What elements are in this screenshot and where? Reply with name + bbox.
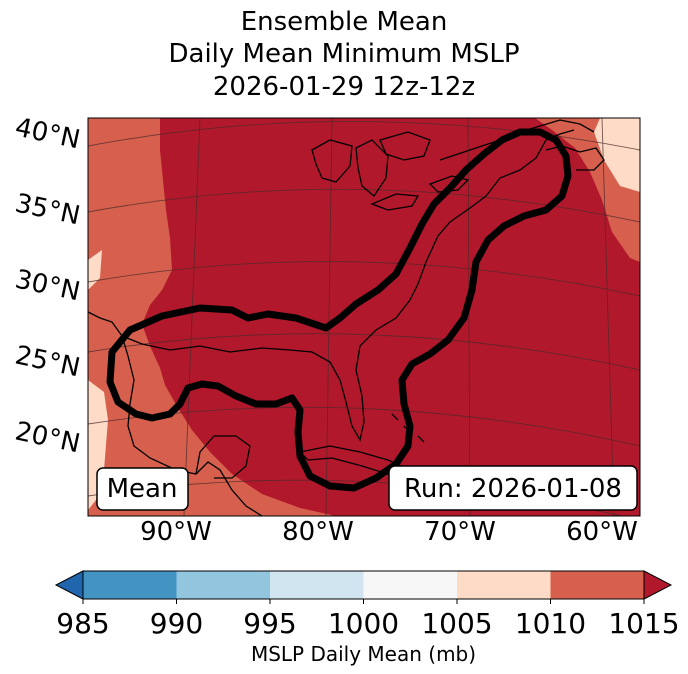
pressure-fill-1005-1010-sw (88, 380, 108, 510)
lat-label-40: 40°N (12, 112, 82, 155)
colorbar-tick-1010: 1010 (515, 607, 586, 640)
colorbar-tick-1000: 1000 (328, 607, 399, 640)
run-label: Run: 2026-01-08 (404, 474, 622, 504)
map-panel: Mean Run: 2026-01-08 (88, 118, 640, 516)
title-line-2: Daily Mean Minimum MSLP (168, 39, 520, 69)
lat-label-20: 20°N (12, 416, 82, 459)
mean-label-box: Mean (96, 467, 189, 511)
lat-label-35: 35°N (12, 188, 82, 231)
map-frame (87, 117, 641, 517)
run-label-box: Run: 2026-01-08 (388, 465, 638, 511)
mean-label: Mean (107, 474, 178, 504)
colorbar-tick-995: 995 (243, 607, 296, 640)
colorbar-tick-1015: 1015 (608, 607, 679, 640)
lon-label-90w: 90°W (140, 517, 212, 547)
colorbar-label: MSLP Daily Mean (mb) (251, 642, 476, 666)
lon-label-70w: 70°W (424, 517, 496, 547)
lon-label-80w: 80°W (282, 517, 354, 547)
title-line-1: Ensemble Mean (240, 7, 448, 37)
colorbar-segment-1010-1015 (550, 571, 644, 599)
pressure-fill-1005-1010-ne (594, 118, 640, 192)
lat-label-25: 25°N (12, 340, 82, 383)
colorbar: 985 990 995 1000 1005 1010 1015 MSLP Dai… (54, 570, 680, 666)
colorbar-segment-990-995 (176, 571, 270, 599)
colorbar-tick-985: 985 (56, 607, 109, 640)
colorbar-segment-985-990 (83, 571, 177, 599)
colorbar-segment-995-1000 (270, 571, 364, 599)
colorbar-tick-1005: 1005 (421, 607, 492, 640)
colorbar-extend-low (54, 570, 84, 600)
colorbar-segment-1000-1005 (363, 571, 457, 599)
colorbar-tick-marks (82, 599, 645, 604)
mslp-1015-contour (106, 128, 572, 492)
pressure-fill-1005-1010-nw (88, 250, 102, 290)
title-line-3: 2026-01-29 12z-12z (212, 72, 476, 102)
lat-label-30: 30°N (12, 264, 82, 307)
lon-label-60w: 60°W (566, 517, 638, 547)
colorbar-segment-1005-1010 (457, 571, 551, 599)
colorbar-tick-990: 990 (150, 607, 203, 640)
colorbar-extend-high (643, 570, 673, 600)
